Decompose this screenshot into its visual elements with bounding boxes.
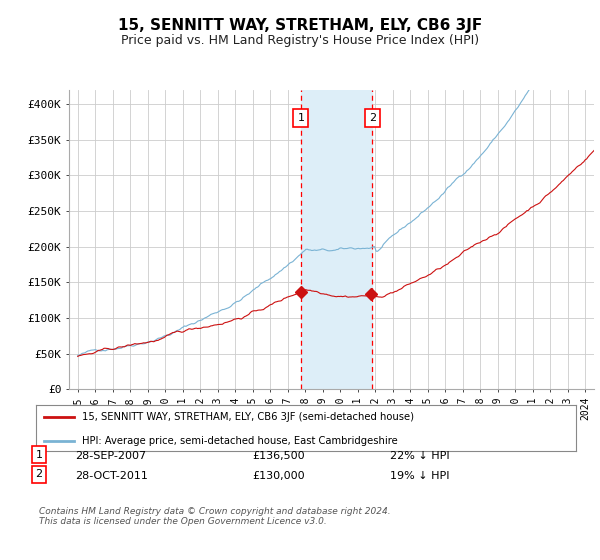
Text: 15, SENNITT WAY, STRETHAM, ELY, CB6 3JF: 15, SENNITT WAY, STRETHAM, ELY, CB6 3JF	[118, 18, 482, 33]
Text: 28-OCT-2011: 28-OCT-2011	[75, 471, 148, 481]
Text: 1: 1	[298, 113, 304, 123]
Text: 15, SENNITT WAY, STRETHAM, ELY, CB6 3JF (semi-detached house): 15, SENNITT WAY, STRETHAM, ELY, CB6 3JF …	[82, 412, 414, 422]
Text: 19% ↓ HPI: 19% ↓ HPI	[390, 471, 449, 481]
Text: Price paid vs. HM Land Registry's House Price Index (HPI): Price paid vs. HM Land Registry's House …	[121, 34, 479, 46]
Bar	[301, 90, 372, 389]
Text: £130,000: £130,000	[252, 471, 305, 481]
Text: 22% ↓ HPI: 22% ↓ HPI	[390, 451, 449, 461]
Text: 2: 2	[35, 469, 43, 479]
Text: Contains HM Land Registry data © Crown copyright and database right 2024.
This d: Contains HM Land Registry data © Crown c…	[39, 507, 391, 526]
Text: 2: 2	[369, 113, 376, 123]
Text: £136,500: £136,500	[252, 451, 305, 461]
Text: HPI: Average price, semi-detached house, East Cambridgeshire: HPI: Average price, semi-detached house,…	[82, 436, 398, 446]
Text: 1: 1	[35, 450, 43, 460]
Text: 28-SEP-2007: 28-SEP-2007	[75, 451, 146, 461]
